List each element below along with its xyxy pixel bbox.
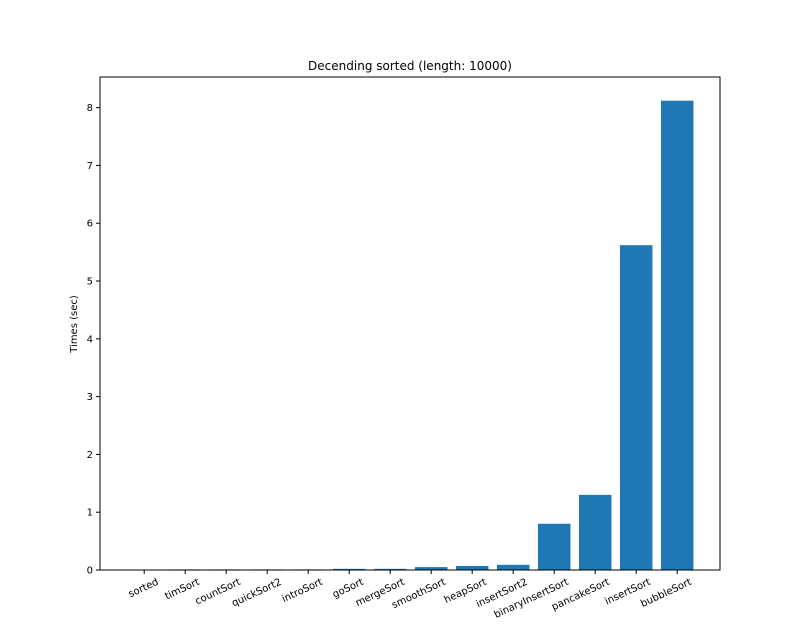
y-tick-label: 3 bbox=[87, 392, 93, 403]
y-tick-label: 0 bbox=[87, 566, 93, 577]
y-tick-label: 8 bbox=[87, 103, 93, 114]
bars-group bbox=[168, 100, 694, 570]
bar-binaryInsertSort bbox=[537, 523, 571, 570]
y-tick-label: 5 bbox=[87, 277, 93, 288]
bar-bubbleSort bbox=[660, 100, 694, 570]
bar-insertSort bbox=[619, 245, 653, 570]
bar-goSort bbox=[332, 568, 366, 570]
y-axis-label: Times (sec) bbox=[69, 295, 80, 354]
y-tick-label: 1 bbox=[87, 508, 93, 519]
y-axis-ticks: 0 1 2 3 4 5 6 7 8 bbox=[87, 103, 100, 577]
chart-title: Decending sorted (length: 10000) bbox=[308, 59, 512, 73]
bar-mergeSort bbox=[373, 568, 407, 570]
bar-pancakeSort bbox=[578, 494, 612, 570]
bar-insertSort2 bbox=[496, 564, 530, 570]
bar-smoothSort bbox=[414, 567, 448, 570]
y-tick-label: 4 bbox=[87, 334, 93, 345]
bar-heapSort bbox=[455, 565, 489, 570]
plot-area-frame bbox=[99, 76, 721, 571]
y-tick-label: 7 bbox=[87, 161, 93, 172]
y-tick-label: 6 bbox=[87, 219, 93, 230]
y-tick-label: 2 bbox=[87, 450, 93, 461]
